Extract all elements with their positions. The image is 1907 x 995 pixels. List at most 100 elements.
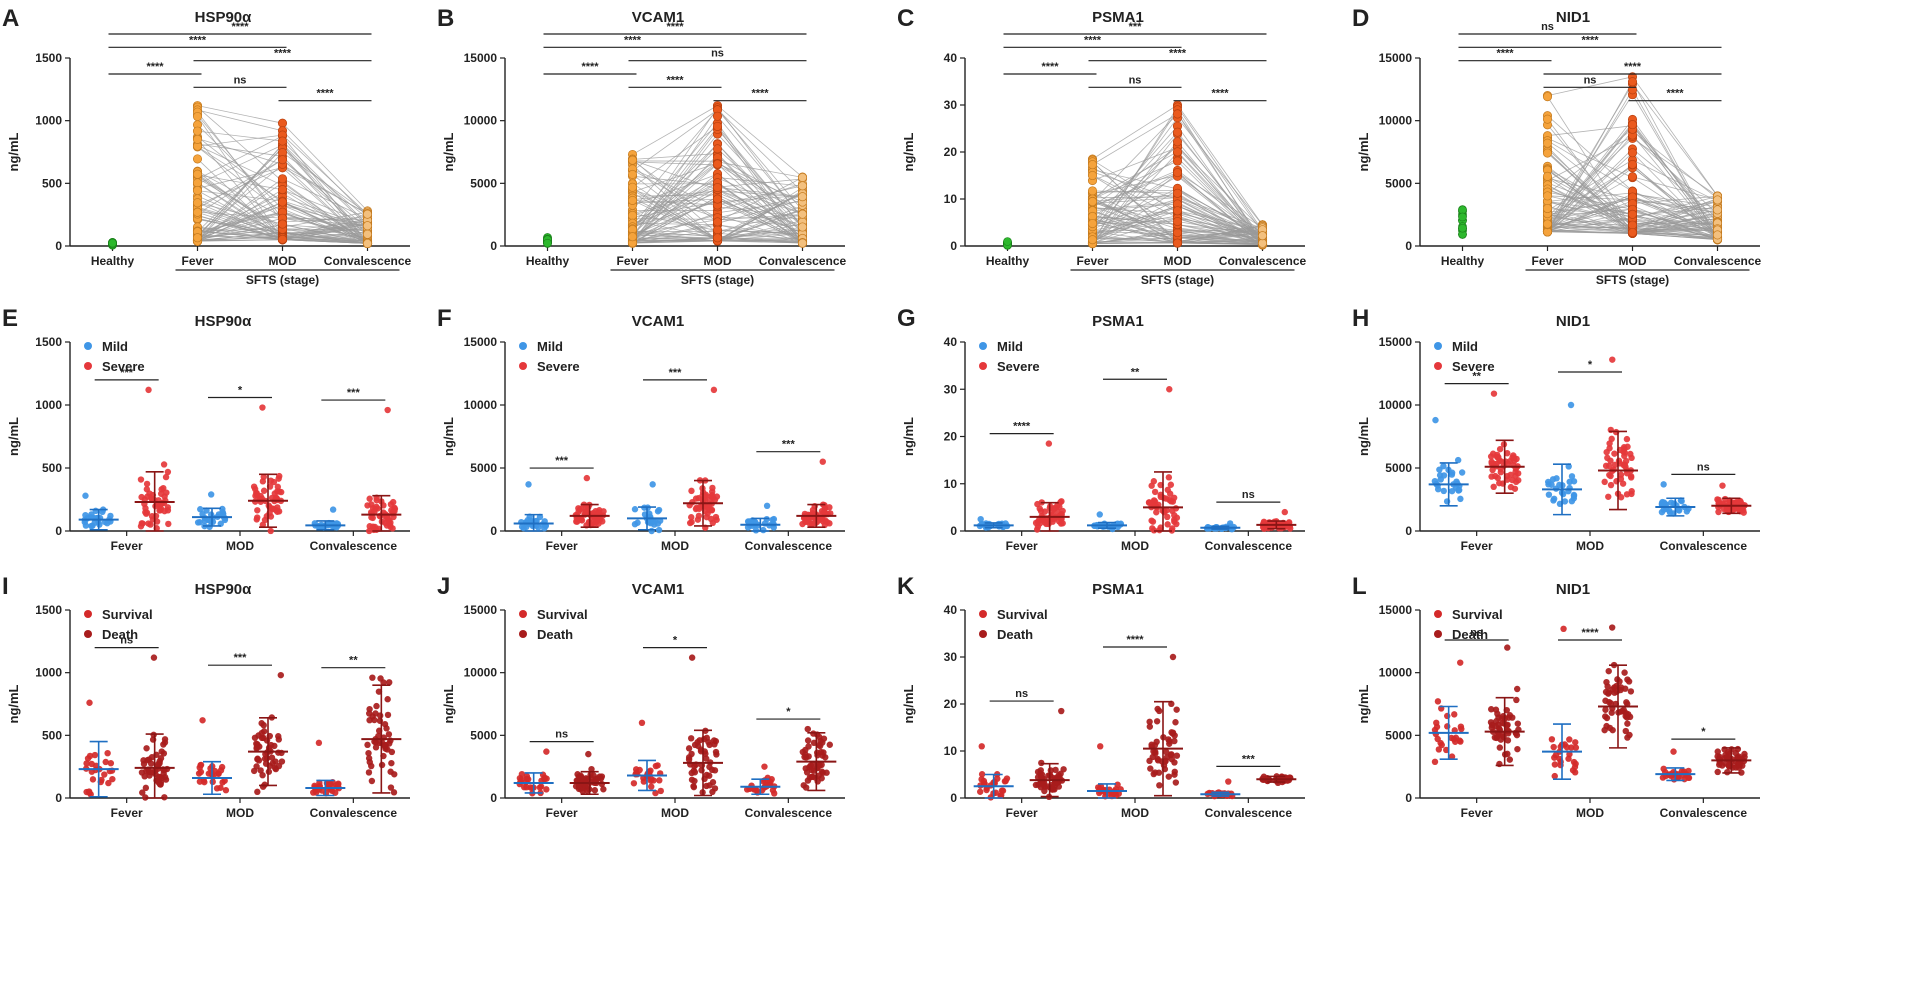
data-point-a [1433, 719, 1440, 727]
data-point-b [265, 768, 273, 775]
pair-line [197, 235, 283, 242]
data-point-b [1627, 688, 1635, 695]
data-point-b [598, 780, 606, 788]
data-point-convalescence [1712, 230, 1723, 240]
data-point-a [991, 778, 998, 786]
data-point-a [1455, 487, 1462, 494]
x-tick-label: Fever [1006, 806, 1038, 820]
data-point-b [377, 675, 384, 682]
x-tick-label: Convalescence [1205, 806, 1293, 820]
legend-label: Death [997, 627, 1033, 642]
data-point-b [1735, 753, 1743, 760]
x-tick-label: Convalescence [745, 539, 833, 553]
data-point-a [652, 762, 660, 770]
legend-marker [84, 610, 92, 618]
x-tick-label: MOD [661, 539, 689, 553]
data-point-mod [1172, 168, 1183, 178]
data-point-b [1602, 688, 1610, 696]
y-tick-label: 40 [944, 51, 958, 65]
pair-line [717, 189, 803, 229]
x-tick-label: MOD [1576, 539, 1604, 553]
significance-label: * [786, 706, 791, 718]
data-point-b [1625, 711, 1632, 718]
data-point-mod [1172, 188, 1183, 198]
x-tick-label: Fever [546, 806, 578, 820]
y-tick-label: 1000 [35, 114, 62, 128]
data-point-a [648, 783, 655, 790]
x-tick-label: Convalescence [1660, 806, 1748, 820]
pair-line [632, 174, 718, 241]
data-point-b [388, 759, 395, 767]
x-tick-label: MOD [1576, 806, 1604, 820]
data-point-a [86, 699, 93, 706]
data-point-mod [1627, 148, 1638, 158]
pair-line [282, 164, 368, 244]
data-point-b [1510, 454, 1518, 461]
pair-line [717, 126, 803, 244]
significance-label: **** [146, 61, 164, 73]
data-point-b [691, 769, 699, 776]
data-point-b [803, 769, 811, 776]
panel-a: A HSP90α 0 500 1000 1500 ng/mL Healthy Fever MOD C… [2, 5, 412, 287]
data-point-b [160, 461, 168, 468]
data-point-b [685, 756, 693, 763]
pair-line [197, 201, 283, 241]
data-point-a [1567, 401, 1575, 409]
panel-title: HSP90α [195, 581, 253, 598]
y-tick-label: 15000 [1379, 51, 1413, 65]
x-tick-label: Convalescence [759, 254, 847, 268]
data-point-b [1496, 760, 1503, 768]
data-point-mod [712, 217, 723, 227]
legend-label: Survival [997, 607, 1048, 622]
significance-label: * [1701, 726, 1706, 738]
legend-label: Severe [997, 359, 1040, 374]
x-tick-label: Fever [181, 254, 213, 268]
data-point-convalescence [1257, 238, 1268, 248]
data-point-a [1566, 736, 1573, 743]
data-point-a [1437, 739, 1444, 747]
panel-e: E HSP90α 0 500 1000 1500 ng/mL Fever MOD Convales… [2, 305, 410, 553]
y-tick-label: 15000 [464, 603, 498, 617]
data-point-fever [1087, 170, 1098, 181]
data-point-b [1611, 689, 1618, 696]
pair-line [282, 212, 368, 244]
data-point-b [267, 741, 275, 749]
y-tick-label: 500 [42, 461, 62, 475]
data-point-b [708, 506, 716, 514]
legend-label: Mild [537, 339, 563, 354]
data-point-a [536, 784, 544, 791]
data-point-a [201, 517, 209, 524]
data-point-b [1500, 733, 1507, 741]
data-point-b [1171, 732, 1178, 739]
paired-lines [197, 105, 368, 244]
data-point-b [1150, 770, 1157, 778]
data-point-a [525, 481, 532, 488]
data-point-b [138, 493, 145, 501]
data-point-a [1225, 778, 1232, 785]
legend-label: Severe [537, 359, 580, 374]
data-point-fever [627, 155, 638, 165]
pair-line [632, 189, 718, 219]
pair-line [717, 109, 803, 211]
panel-title: VCAM1 [632, 581, 685, 598]
data-point-b [366, 523, 373, 530]
y-axis-title: ng/mL [441, 684, 456, 723]
data-point-healthy [1458, 205, 1467, 215]
data-point-b [1163, 748, 1170, 756]
data-point-mod [1172, 109, 1183, 119]
data-point-a [769, 787, 777, 794]
data-point-a [1444, 723, 1451, 730]
significance-label: ns [120, 635, 133, 647]
pair-line [717, 200, 803, 214]
data-point-b [381, 743, 389, 750]
pair-line [717, 126, 803, 228]
pair-line [632, 187, 718, 238]
data-point-a [764, 774, 771, 782]
y-axis-title: ng/mL [6, 417, 21, 456]
pair-line [632, 198, 718, 239]
panel-letter: K [897, 573, 915, 600]
data-point-b [1605, 493, 1612, 500]
data-point-b [372, 710, 379, 717]
data-point-b [384, 406, 391, 414]
data-point-fever [192, 207, 203, 217]
